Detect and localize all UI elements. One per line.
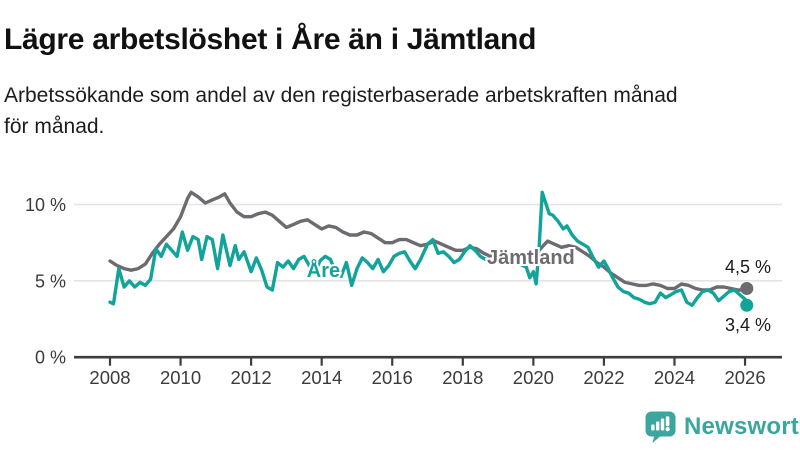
x-tick-label: 2018 <box>442 367 483 388</box>
newsworthy-icon <box>645 411 676 443</box>
x-tick-label: 2026 <box>724 367 765 388</box>
x-tick-label: 2020 <box>513 367 554 388</box>
series-label-jamtland: Jämtland <box>487 247 575 269</box>
end-value-label-jamtland: 4,5 % <box>725 257 771 277</box>
x-tick-label: 2008 <box>89 367 130 388</box>
chart-title: Lägre arbetslöshet i Åre än i Jämtland <box>4 23 537 57</box>
series-line-are <box>108 190 749 307</box>
chart-subtitle-line-2: för månad. <box>4 115 105 138</box>
x-tick-label: 2024 <box>654 367 695 388</box>
y-tick-label: 0 % <box>35 348 66 368</box>
newsworthy-wordmark: Newsworthy <box>684 413 800 440</box>
end-value-label-are: 3,4 % <box>725 315 771 335</box>
newsworthy-logo[interactable]: Newsworthy <box>645 411 800 443</box>
x-tick-label: 2012 <box>231 367 272 388</box>
y-tick-label: 10 % <box>25 195 66 215</box>
x-tick-label: 2022 <box>583 367 624 388</box>
x-tick-label: 2014 <box>301 367 342 388</box>
series-label-are: Åre <box>307 258 340 282</box>
y-tick-label: 5 % <box>35 271 66 291</box>
series-end-dot-jamtland <box>740 281 754 295</box>
series-end-dot-are <box>740 298 754 312</box>
x-tick-label: 2010 <box>160 367 201 388</box>
chart-subtitle-line-1: Arbetssökande som andel av den registerb… <box>4 84 678 107</box>
chart-subtitle: Arbetssökande som andel av den registerb… <box>4 80 794 142</box>
x-tick-label: 2016 <box>372 367 413 388</box>
